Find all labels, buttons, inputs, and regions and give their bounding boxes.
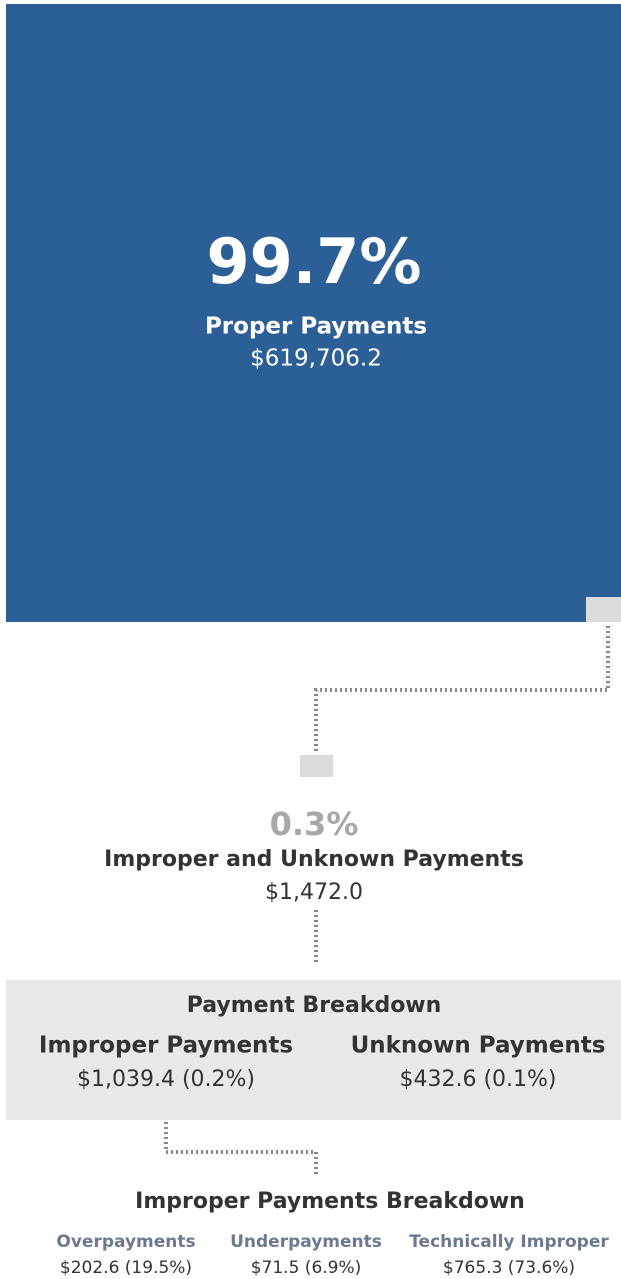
breakdown-box: [6, 980, 621, 1120]
proper-percent: 99.7%: [206, 225, 421, 298]
improper-percent: 0.3%: [270, 805, 359, 843]
connector: [314, 626, 610, 752]
improper-block-zoom: [300, 755, 333, 777]
proper-block: [6, 4, 621, 622]
breakdown-title: Payment Breakdown: [187, 993, 442, 1018]
improper-breakdown-title: Improper Payments Breakdown: [135, 1189, 525, 1214]
breakdown-amount: $1,039.4 (0.2%): [77, 1067, 255, 1092]
sub-amount: $71.5 (6.9%): [251, 1258, 362, 1278]
improper-amount: $1,472.0: [265, 880, 363, 905]
sub-amount: $765.3 (73.6%): [443, 1258, 575, 1278]
proper-amount: $619,706.2: [250, 346, 382, 372]
sub-label: Underpayments: [230, 1232, 382, 1252]
proper-label: Proper Payments: [205, 314, 427, 340]
connector: [164, 1122, 318, 1174]
sub-label: Overpayments: [56, 1232, 195, 1252]
breakdown-label: Improper Payments: [39, 1033, 293, 1059]
sub-label: Technically Improper: [409, 1232, 609, 1252]
breakdown-label: Unknown Payments: [351, 1033, 606, 1059]
sub-amount: $202.6 (19.5%): [60, 1258, 192, 1278]
breakdown-amount: $432.6 (0.1%): [399, 1067, 556, 1092]
improper-label: Improper and Unknown Payments: [104, 847, 524, 872]
improper-block: [586, 597, 621, 622]
